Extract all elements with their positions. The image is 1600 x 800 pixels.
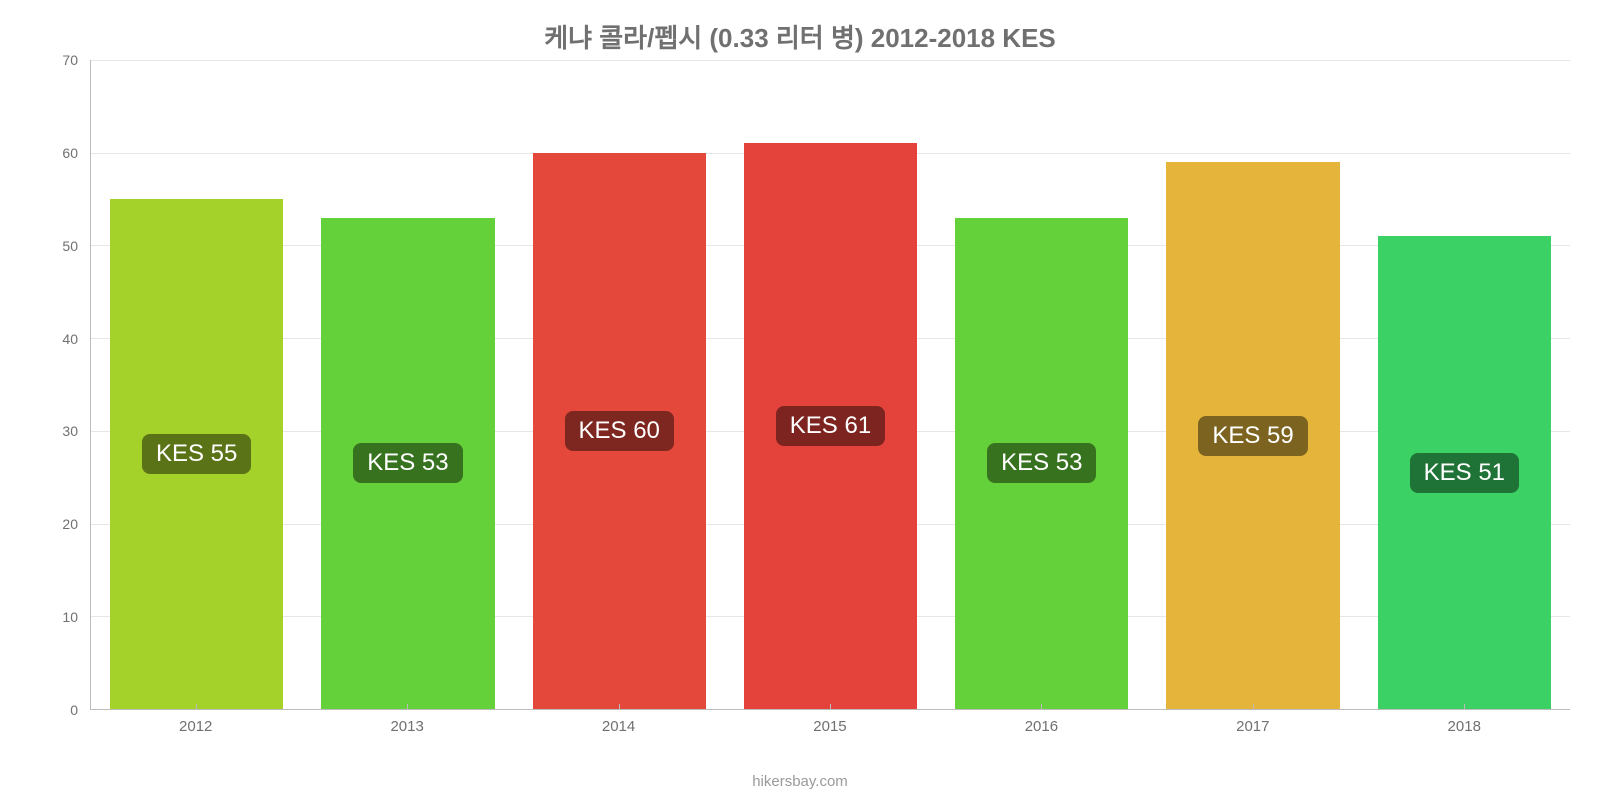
chart-area: 010203040506070 KES 55KES 53KES 60KES 61…	[50, 60, 1570, 740]
bar-value-label: KES 53	[353, 443, 462, 483]
y-tick-label: 50	[62, 238, 78, 254]
bar-value-label: KES 60	[565, 411, 674, 451]
plot-area: KES 55 KES 53 KES 60 KES 61 KES 53 KES 59 KES …	[90, 60, 1570, 710]
y-tick-label: 70	[62, 52, 78, 68]
bar: KES 55	[110, 199, 283, 709]
y-tick-label: 0	[70, 702, 78, 718]
bar: KES 61	[744, 143, 917, 709]
bar-slot: KES 59	[1147, 60, 1358, 709]
bar-slot: KES 53	[302, 60, 513, 709]
bar-slot: KES 55	[91, 60, 302, 709]
bar: KES 59	[1166, 162, 1339, 709]
bar-value-label: KES 61	[776, 406, 885, 446]
x-tick-label: 2016	[936, 710, 1147, 740]
chart-title: 케냐 콜라/펩시 (0.33 리터 병) 2012-2018 KES	[0, 0, 1600, 55]
bar: KES 51	[1378, 236, 1551, 709]
bar: KES 60	[533, 153, 706, 709]
y-axis-ticks: 010203040506070	[50, 60, 84, 710]
x-tick-label: 2018	[1359, 710, 1570, 740]
y-tick-label: 40	[62, 331, 78, 347]
source-footer: hikersbay.com	[0, 773, 1600, 790]
x-axis-ticks: 2012201320142015201620172018	[90, 710, 1570, 740]
bar-slot: KES 61	[725, 60, 936, 709]
x-tick-label: 2013	[301, 710, 512, 740]
bar-value-label: KES 59	[1198, 416, 1307, 456]
bar-value-label: KES 55	[142, 434, 251, 474]
y-tick-label: 60	[62, 145, 78, 161]
x-tick-label: 2014	[513, 710, 724, 740]
y-tick-label: 20	[62, 516, 78, 532]
bars-container: KES 55 KES 53 KES 60 KES 61 KES 53 KES 59 KES …	[91, 60, 1570, 709]
bar: KES 53	[955, 218, 1128, 709]
x-tick-label: 2012	[90, 710, 301, 740]
bar-value-label: KES 51	[1410, 453, 1519, 493]
x-tick-label: 2017	[1147, 710, 1358, 740]
y-tick-label: 10	[62, 609, 78, 625]
x-tick-label: 2015	[724, 710, 935, 740]
bar-slot: KES 51	[1359, 60, 1570, 709]
bar-slot: KES 60	[514, 60, 725, 709]
bar: KES 53	[321, 218, 494, 709]
bar-value-label: KES 53	[987, 443, 1096, 483]
bar-slot: KES 53	[936, 60, 1147, 709]
y-tick-label: 30	[62, 423, 78, 439]
